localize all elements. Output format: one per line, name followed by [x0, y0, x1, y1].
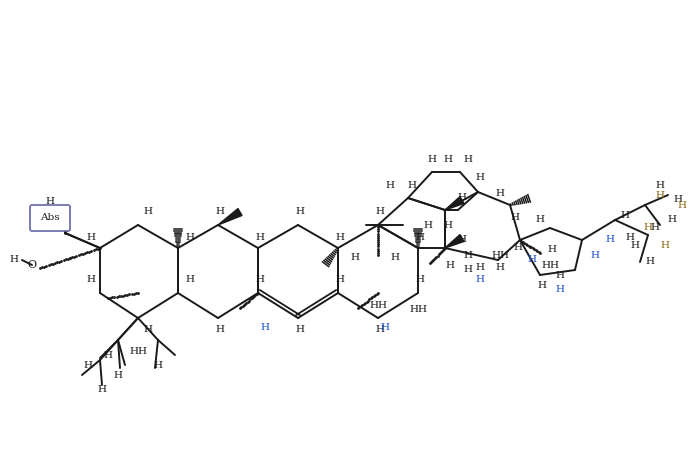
Text: H: H: [380, 323, 389, 333]
Text: H: H: [10, 255, 19, 265]
Text: H: H: [556, 270, 565, 280]
Text: H: H: [144, 326, 152, 334]
Text: H: H: [408, 182, 417, 191]
Text: H: H: [463, 155, 473, 164]
Text: H: H: [84, 361, 93, 370]
Text: Abs: Abs: [40, 213, 60, 222]
Polygon shape: [218, 208, 242, 225]
Text: H: H: [144, 207, 152, 217]
Text: H: H: [475, 173, 484, 182]
Text: H: H: [457, 236, 466, 245]
Text: H: H: [376, 207, 385, 217]
Text: H: H: [475, 264, 484, 273]
Text: H: H: [87, 233, 96, 242]
Text: H: H: [621, 211, 630, 220]
Text: H: H: [186, 275, 195, 284]
Text: H: H: [463, 251, 473, 260]
Text: H: H: [255, 233, 265, 242]
Text: H: H: [644, 223, 653, 232]
Text: H: H: [103, 351, 112, 360]
Text: H: H: [336, 275, 345, 284]
Text: H: H: [443, 221, 452, 230]
Text: H: H: [216, 207, 225, 217]
Text: H: H: [625, 233, 634, 242]
Text: H: H: [443, 155, 452, 164]
Polygon shape: [445, 235, 464, 248]
Text: HH: HH: [369, 300, 387, 309]
Text: H: H: [45, 198, 54, 207]
Text: H: H: [336, 233, 345, 242]
Text: H: H: [674, 196, 683, 204]
Text: H: H: [655, 180, 664, 189]
Text: H: H: [427, 155, 436, 164]
Text: H: H: [678, 201, 687, 209]
Text: H: H: [350, 254, 359, 262]
Text: H: H: [605, 236, 614, 245]
Text: O: O: [27, 260, 36, 270]
Text: H: H: [591, 251, 600, 260]
Text: H: H: [154, 361, 163, 370]
Text: H: H: [445, 260, 454, 270]
Text: H: H: [255, 275, 265, 284]
Text: HH: HH: [409, 305, 427, 314]
Text: H: H: [510, 213, 519, 222]
Text: HH: HH: [491, 251, 509, 260]
Text: H: H: [556, 285, 565, 294]
Text: H: H: [424, 221, 433, 230]
Text: H: H: [385, 182, 394, 191]
FancyBboxPatch shape: [30, 205, 70, 231]
Text: H: H: [535, 216, 544, 225]
Text: H: H: [114, 371, 123, 380]
Text: H: H: [295, 207, 304, 217]
Text: H: H: [646, 257, 655, 266]
Text: H: H: [660, 241, 669, 250]
Text: H: H: [295, 326, 304, 334]
Text: H: H: [87, 275, 96, 284]
Text: HH: HH: [541, 260, 559, 270]
Text: H: H: [528, 255, 537, 265]
Text: H: H: [186, 233, 195, 242]
Text: H: H: [655, 191, 664, 199]
Text: H: H: [216, 326, 225, 334]
Text: H: H: [415, 275, 424, 284]
Text: H: H: [537, 280, 547, 289]
Text: H: H: [667, 216, 676, 225]
Text: H: H: [376, 326, 385, 334]
Text: H: H: [98, 386, 107, 395]
Text: H: H: [496, 189, 505, 198]
Polygon shape: [445, 197, 464, 210]
Text: H: H: [475, 275, 484, 284]
Text: H: H: [651, 223, 660, 232]
Text: H: H: [390, 254, 399, 262]
Text: H: H: [630, 241, 639, 250]
Text: H: H: [260, 323, 269, 333]
Text: H: H: [547, 246, 556, 255]
Text: H: H: [514, 244, 523, 252]
Text: HH: HH: [129, 347, 147, 357]
Text: H: H: [457, 193, 466, 202]
Text: H: H: [463, 265, 473, 275]
Text: H: H: [496, 264, 505, 273]
Text: H: H: [415, 233, 424, 242]
